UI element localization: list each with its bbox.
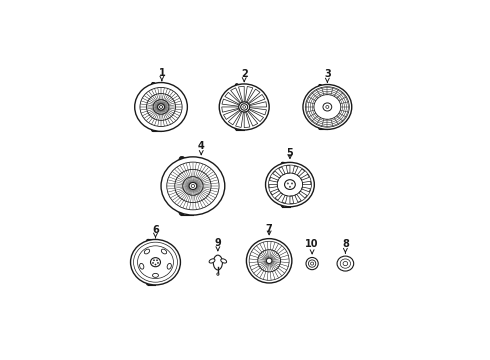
Ellipse shape [135, 82, 187, 131]
Ellipse shape [266, 162, 314, 207]
Ellipse shape [161, 157, 225, 215]
Ellipse shape [213, 255, 222, 270]
Ellipse shape [221, 259, 226, 263]
Ellipse shape [167, 264, 171, 269]
Ellipse shape [155, 264, 156, 265]
Text: 6: 6 [152, 225, 159, 238]
Ellipse shape [323, 103, 332, 111]
Ellipse shape [156, 260, 158, 261]
Ellipse shape [311, 262, 314, 265]
Ellipse shape [191, 184, 195, 188]
Ellipse shape [306, 257, 318, 270]
Ellipse shape [303, 85, 352, 129]
Text: 8: 8 [342, 239, 349, 253]
Ellipse shape [243, 106, 245, 108]
Text: 7: 7 [266, 225, 272, 235]
Ellipse shape [292, 183, 293, 184]
Ellipse shape [152, 273, 158, 277]
Ellipse shape [209, 259, 215, 263]
Ellipse shape [157, 262, 158, 264]
Ellipse shape [145, 249, 149, 254]
Text: 3: 3 [324, 69, 331, 82]
Text: 1: 1 [158, 68, 165, 81]
Ellipse shape [189, 183, 197, 189]
Text: 2: 2 [241, 69, 247, 82]
Ellipse shape [289, 186, 291, 187]
Ellipse shape [153, 260, 154, 261]
Ellipse shape [140, 264, 144, 269]
Ellipse shape [217, 273, 219, 275]
Text: 9: 9 [215, 238, 221, 251]
Ellipse shape [130, 239, 180, 285]
Ellipse shape [241, 104, 247, 110]
Ellipse shape [326, 105, 329, 108]
Ellipse shape [337, 256, 354, 271]
Ellipse shape [246, 239, 292, 283]
Ellipse shape [287, 183, 289, 184]
Ellipse shape [158, 104, 165, 110]
Text: 5: 5 [287, 148, 294, 158]
Ellipse shape [159, 105, 163, 108]
Ellipse shape [267, 258, 272, 264]
Ellipse shape [150, 258, 161, 267]
Ellipse shape [343, 261, 348, 266]
Ellipse shape [161, 249, 167, 254]
Ellipse shape [219, 84, 269, 130]
Text: 4: 4 [198, 141, 205, 154]
Ellipse shape [285, 180, 295, 189]
Text: 10: 10 [305, 239, 319, 254]
Ellipse shape [152, 262, 153, 264]
